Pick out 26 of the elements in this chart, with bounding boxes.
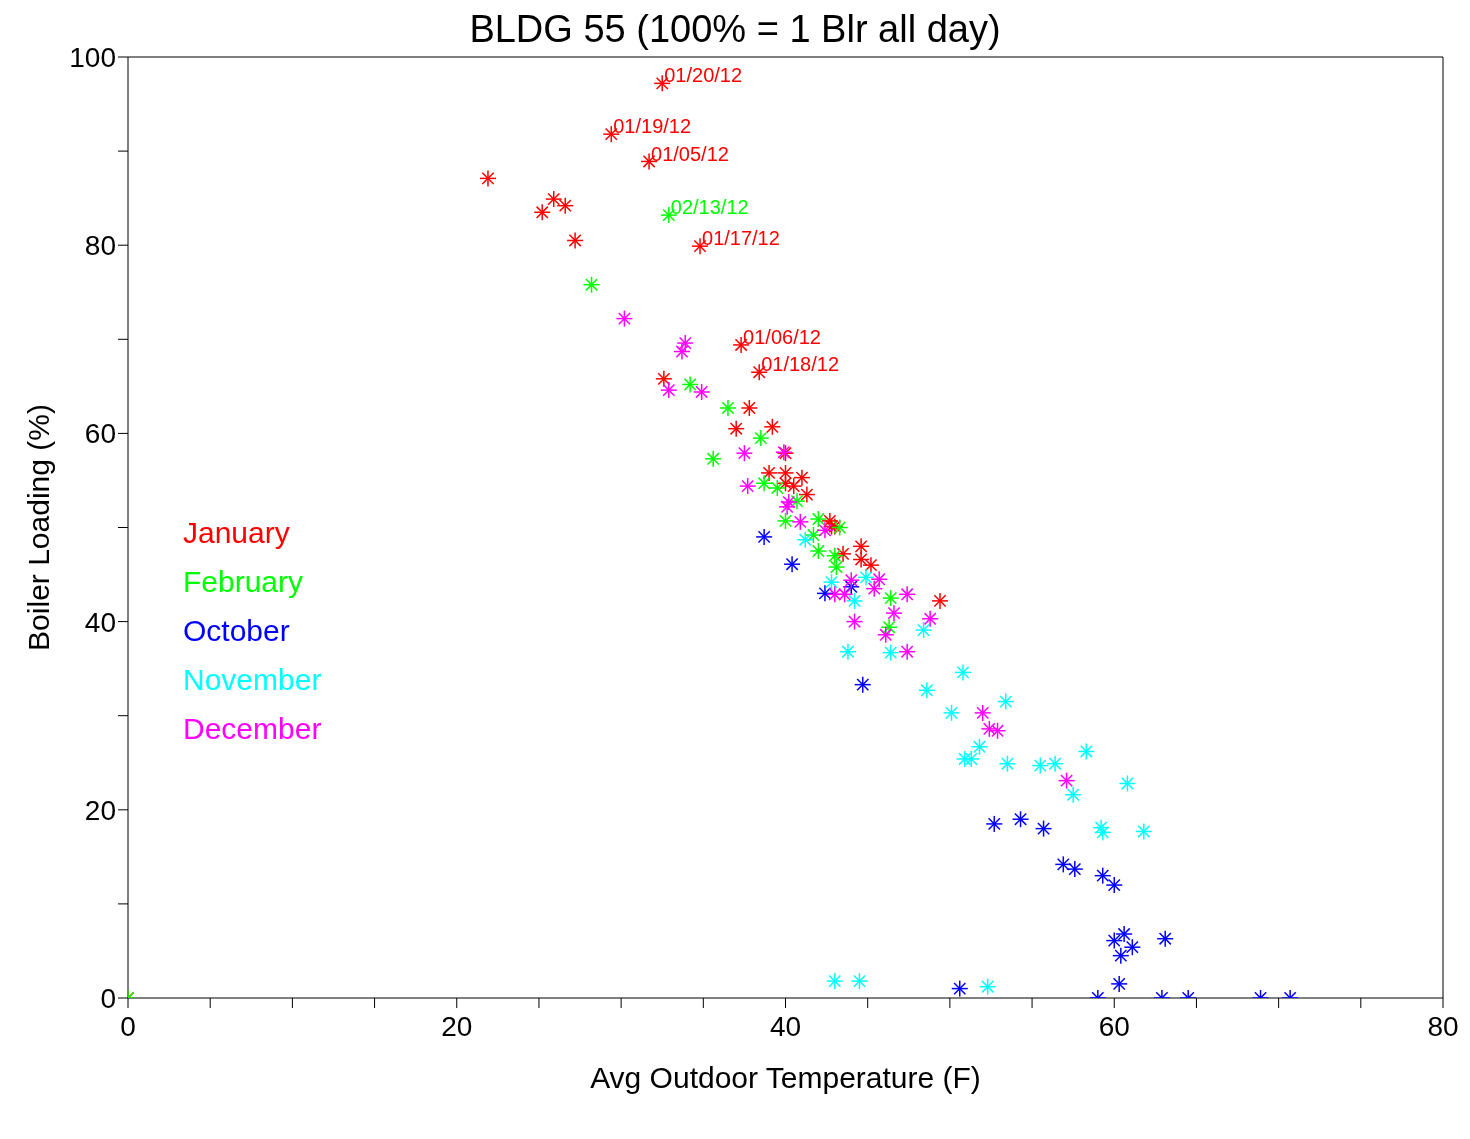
annotation: 01/05/12: [651, 142, 729, 165]
y-tick-label: 100: [69, 41, 116, 73]
y-tick-label: 20: [84, 794, 116, 826]
text: October: [183, 613, 291, 649]
y-tick-label: 40: [84, 606, 116, 638]
text: November: [183, 662, 322, 698]
y-tick-label: 0: [100, 982, 116, 1014]
x-tick-label: 40: [769, 1010, 802, 1042]
x-tick-label: 20: [441, 1010, 473, 1042]
annotation: 01/17/12: [702, 227, 780, 250]
text: December: [183, 711, 322, 747]
x-tick-label: 60: [1098, 1010, 1130, 1042]
annotation: 02/13/12: [670, 196, 749, 219]
y-axis-title: Boiler Loading (%): [21, 404, 55, 651]
x-axis-title: Avg Outdoor Temperature (F): [590, 1061, 981, 1094]
chart-title: BLDG 55 (100% = 1 Blr all day): [469, 8, 1001, 50]
annotation: 01/19/12: [613, 115, 692, 138]
y-tick-label: 60: [84, 418, 116, 450]
text: January: [183, 515, 291, 551]
text: February: [183, 564, 305, 600]
y-tick-label: 80: [84, 230, 116, 262]
annotation: 01/20/12: [664, 64, 743, 87]
x-tick-label: 0: [120, 1010, 136, 1042]
annotation: 01/06/12: [743, 326, 821, 349]
annotation: 01/18/12: [761, 353, 840, 376]
x-tick-label: 80: [1427, 1010, 1459, 1042]
